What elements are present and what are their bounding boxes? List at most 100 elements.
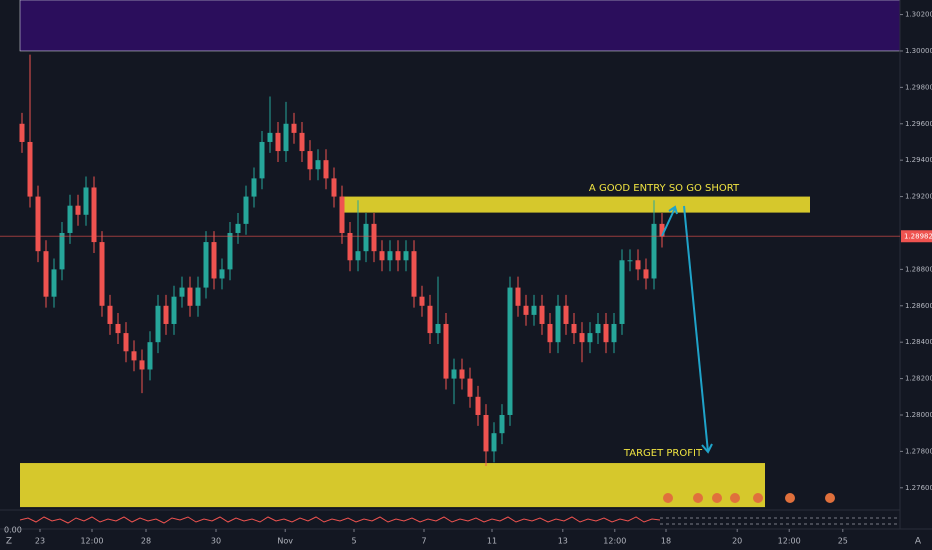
y-tick-label: 1.30200	[905, 11, 932, 19]
candle-body	[331, 178, 337, 197]
event-icon	[712, 493, 722, 503]
candle-body	[187, 287, 193, 306]
candle-body	[147, 342, 153, 370]
candle-body	[99, 242, 105, 306]
candle-body	[115, 323, 121, 334]
candle-body	[531, 305, 537, 315]
candle-body	[419, 296, 425, 306]
oscillator	[19, 516, 661, 524]
candle-body	[539, 305, 545, 324]
candle-body	[491, 433, 497, 452]
candle-body	[131, 351, 137, 361]
x-tick-label: 7	[421, 537, 426, 546]
x-tick-label: 30	[211, 537, 221, 546]
candle-body	[395, 251, 401, 261]
x-tick-label: 28	[141, 537, 151, 546]
candle-body	[379, 251, 385, 261]
candle-body	[195, 287, 201, 306]
candle-body	[347, 232, 353, 261]
candle-body	[651, 223, 657, 279]
candle-body	[571, 323, 577, 334]
event-icon	[730, 493, 740, 503]
candle-body	[371, 223, 377, 252]
candle-body	[235, 223, 241, 233]
candle-body	[387, 251, 393, 261]
candle-body	[619, 260, 625, 324]
candle-body	[227, 232, 233, 270]
candle-body	[91, 187, 97, 243]
candle-body	[179, 287, 185, 297]
candle-body	[515, 287, 521, 306]
event-icon	[753, 493, 763, 503]
x-tick-label: 12:00	[603, 537, 626, 546]
candle-body	[35, 196, 41, 252]
candle-body	[19, 123, 25, 142]
ui-icon[interactable]: Z	[6, 537, 12, 547]
candle-body	[499, 414, 505, 434]
candle-body	[459, 369, 465, 379]
candle-body	[123, 333, 129, 352]
candle-body	[339, 196, 345, 233]
x-tick-label: 11	[487, 537, 497, 546]
candle-body	[603, 323, 609, 343]
x-tick-label: 5	[351, 537, 356, 546]
candle-body	[211, 242, 217, 279]
x-tick-label: 12:00	[778, 537, 801, 546]
candle-body	[483, 414, 489, 452]
candle-body	[291, 123, 297, 133]
x-tick-label: 20	[732, 537, 742, 546]
candle-body	[563, 305, 569, 324]
candle-body	[75, 205, 81, 215]
candle-body	[627, 260, 633, 262]
candle-body	[355, 251, 361, 261]
event-icon	[663, 493, 673, 503]
candle-body	[435, 323, 441, 334]
candle-body	[307, 151, 313, 170]
y-tick-label: 1.28000	[905, 411, 932, 419]
ui-icon[interactable]: A	[915, 537, 922, 547]
arrow-down	[683, 205, 709, 453]
candle-body	[611, 323, 617, 343]
last-price-label: 1.28982	[904, 232, 932, 240]
candle-body	[219, 269, 225, 279]
zone	[19, 0, 901, 52]
candle-body	[251, 178, 257, 197]
y-tick-label: 1.28600	[905, 302, 932, 310]
y-tick-label: 1.29800	[905, 83, 932, 91]
arrows	[661, 205, 713, 454]
candle-body	[635, 260, 641, 270]
candle-body	[171, 296, 177, 324]
candle-body	[475, 396, 481, 415]
candle-body	[67, 205, 73, 233]
x-tick-label: 12:00	[80, 537, 103, 546]
annotation: A GOOD ENTRY SO GO SHORT	[589, 183, 740, 194]
x-tick-label: Nov	[277, 537, 293, 546]
candle-body	[59, 232, 65, 270]
zone	[20, 463, 765, 508]
event-icons	[663, 493, 835, 503]
candle-body	[523, 305, 529, 315]
candle-body	[555, 305, 561, 343]
candle-body	[507, 287, 513, 415]
candle-body	[427, 305, 433, 334]
oscillator-label: 0.00	[4, 526, 22, 535]
candle-body	[155, 305, 161, 343]
candle-body	[27, 141, 33, 197]
y-tick-label: 1.27800	[905, 447, 932, 455]
candle-body	[323, 160, 329, 179]
y-tick-label: 1.29600	[905, 120, 932, 128]
candle-body	[363, 223, 369, 252]
event-icon	[693, 493, 703, 503]
candle-body	[163, 305, 169, 324]
candle-body	[587, 333, 593, 343]
candle-body	[451, 369, 457, 379]
candle-body	[411, 251, 417, 297]
y-tick-label: 1.28400	[905, 338, 932, 346]
candle-body	[51, 269, 57, 297]
arrow-up	[661, 207, 676, 237]
event-icon	[825, 493, 835, 503]
candle-body	[259, 141, 265, 179]
arrowhead	[668, 205, 678, 215]
candle-body	[139, 360, 145, 370]
